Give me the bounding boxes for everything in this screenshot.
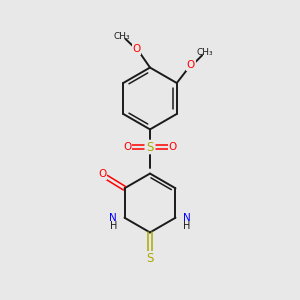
Text: S: S [146,141,154,154]
Text: O: O [99,169,107,179]
Text: O: O [169,142,177,152]
Text: O: O [187,60,195,70]
Text: CH₃: CH₃ [114,32,130,40]
Text: O: O [133,44,141,54]
Text: N: N [183,213,190,223]
Text: CH₃: CH₃ [197,49,213,58]
Text: H: H [110,221,117,231]
Text: S: S [146,252,154,265]
Text: N: N [110,213,117,223]
Text: O: O [123,142,131,152]
Text: H: H [183,221,190,231]
